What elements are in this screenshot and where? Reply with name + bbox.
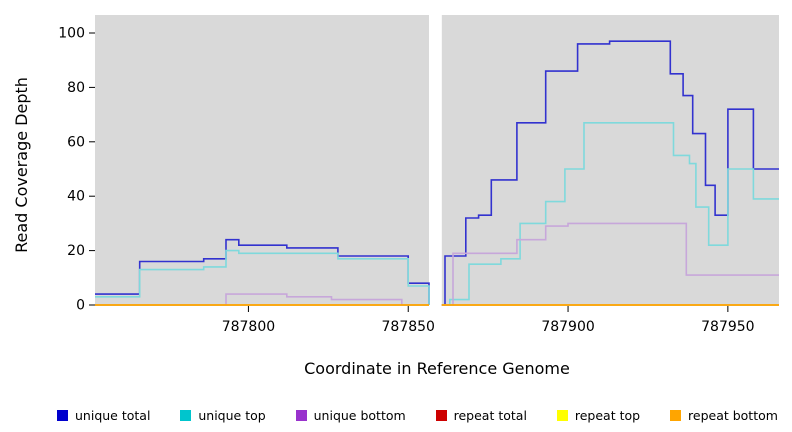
legend-label-repeat-total: repeat total — [453, 408, 527, 423]
legend-label-unique-bottom: unique bottom — [313, 408, 406, 423]
legend-item-repeat-bottom: repeat bottom — [670, 408, 778, 423]
series-unique-top — [95, 249, 430, 305]
legend-item-unique-bottom: unique bottom — [295, 408, 406, 423]
legend-swatch-repeat-top — [556, 410, 568, 421]
y-tick-label: 0 — [76, 298, 85, 314]
coverage-chart: Read Coverage Depth Coordinate in Refere… — [12, 15, 779, 378]
legend-label-repeat-bottom: repeat bottom — [688, 408, 778, 423]
legend-label-unique-total: unique total — [75, 408, 151, 423]
y-tick-label: 60 — [67, 134, 85, 150]
x-tick-label: 787850 — [382, 319, 435, 335]
legend-label-repeat-top: repeat top — [574, 408, 641, 423]
coverage-gap-band — [429, 15, 442, 306]
y-tick-label: 40 — [67, 189, 85, 205]
legend-swatch-unique-top — [180, 410, 192, 421]
series-unique-total — [441, 40, 779, 306]
series-unique-bottom — [95, 293, 429, 306]
x-axis-title: Coordinate in Reference Genome — [304, 359, 570, 378]
legend-swatch-unique-bottom — [295, 410, 307, 421]
legend-item-repeat-total: repeat total — [435, 408, 527, 423]
legend-swatch-repeat-bottom — [670, 410, 682, 421]
y-axis-title: Read Coverage Depth — [12, 77, 31, 253]
x-tick-label: 787800 — [222, 319, 275, 335]
y-tick-label: 100 — [58, 26, 85, 42]
x-tick-label: 787900 — [541, 319, 594, 335]
y-tick-label: 80 — [67, 80, 85, 96]
series-unique-bottom — [441, 222, 779, 306]
chart-legend: unique total unique top unique bottom re… — [57, 408, 778, 423]
legend-swatch-repeat-total — [435, 410, 447, 421]
legend-item-unique-top: unique top — [180, 408, 266, 423]
legend-item-unique-total: unique total — [57, 408, 150, 423]
legend-swatch-unique-total — [57, 410, 68, 421]
y-tick-label: 20 — [67, 243, 85, 259]
legend-label-unique-top: unique top — [198, 408, 266, 423]
series-unique-top — [441, 122, 779, 306]
x-tick-label: 787950 — [701, 319, 754, 335]
legend-item-repeat-top: repeat top — [556, 408, 641, 423]
